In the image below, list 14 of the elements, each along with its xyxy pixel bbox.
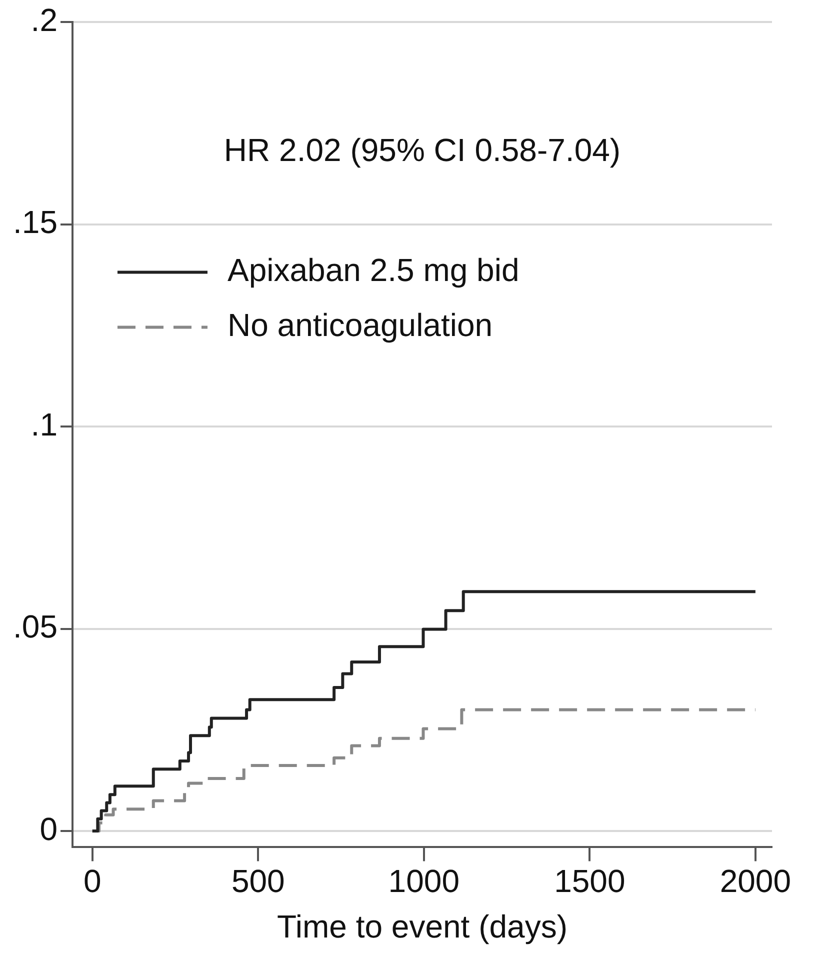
- x-tick-label: 1000: [388, 863, 460, 900]
- x-tick-label: 1500: [554, 863, 626, 900]
- x-tick-label: 2000: [720, 863, 792, 900]
- y-tick-label: .2: [30, 2, 58, 38]
- y-tick-label: 0: [40, 810, 58, 847]
- y-tick-label: .1: [30, 406, 58, 442]
- y-tick-label: .15: [13, 204, 58, 240]
- legend-label: No anticoagulation: [227, 307, 493, 344]
- x-axis-title: Time to event (days): [277, 908, 568, 945]
- x-tick-label: 0: [83, 863, 102, 900]
- legend-label: Apixaban 2.5 mg bid: [227, 252, 520, 288]
- x-tick-label: 500: [231, 863, 285, 900]
- y-tick-label: .05: [13, 608, 58, 645]
- annotation: HR 2.02 (95% CI 0.58-7.04): [224, 132, 621, 168]
